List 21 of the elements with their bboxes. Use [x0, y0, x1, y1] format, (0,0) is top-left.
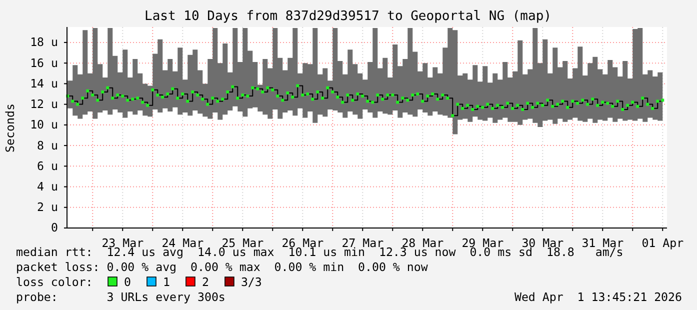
y-tick-label: 4 u [37, 179, 58, 194]
text: packet loss: 0.00 % avg 0.00 % max 0.00 % min 0.00 % now [16, 260, 428, 274]
legend-title: loss color: [16, 275, 93, 289]
y-tick-label: 0 [51, 220, 58, 235]
text: Wed Apr 1 13:45:21 2026 [514, 290, 682, 304]
y-tick-label: 6 u [37, 158, 58, 173]
legend-label: 0 [124, 275, 131, 289]
y-tick-label: 16 u [30, 56, 58, 70]
y-tick-label: 12 u [30, 97, 58, 112]
text: probe: 3 URLs every 300s [16, 290, 226, 304]
legend-label: 2 [202, 275, 209, 289]
chart-title: Last 10 Days from 837d29d39517 to Geoportal NG (map) [144, 9, 552, 24]
legend-label: 3/3 [240, 275, 262, 289]
y-tick-label: 18 u [30, 35, 58, 50]
y-tick-label: 14 u [30, 76, 58, 90]
y-tick-label: 2 u [37, 200, 58, 214]
y-axis-title: Seconds [3, 104, 17, 152]
x-tick-label: 01 Apr [642, 236, 684, 250]
y-tick-label: 10 u [30, 118, 58, 132]
y-tick-label: 8 u [37, 138, 58, 152]
legend-label: 1 [162, 275, 170, 289]
